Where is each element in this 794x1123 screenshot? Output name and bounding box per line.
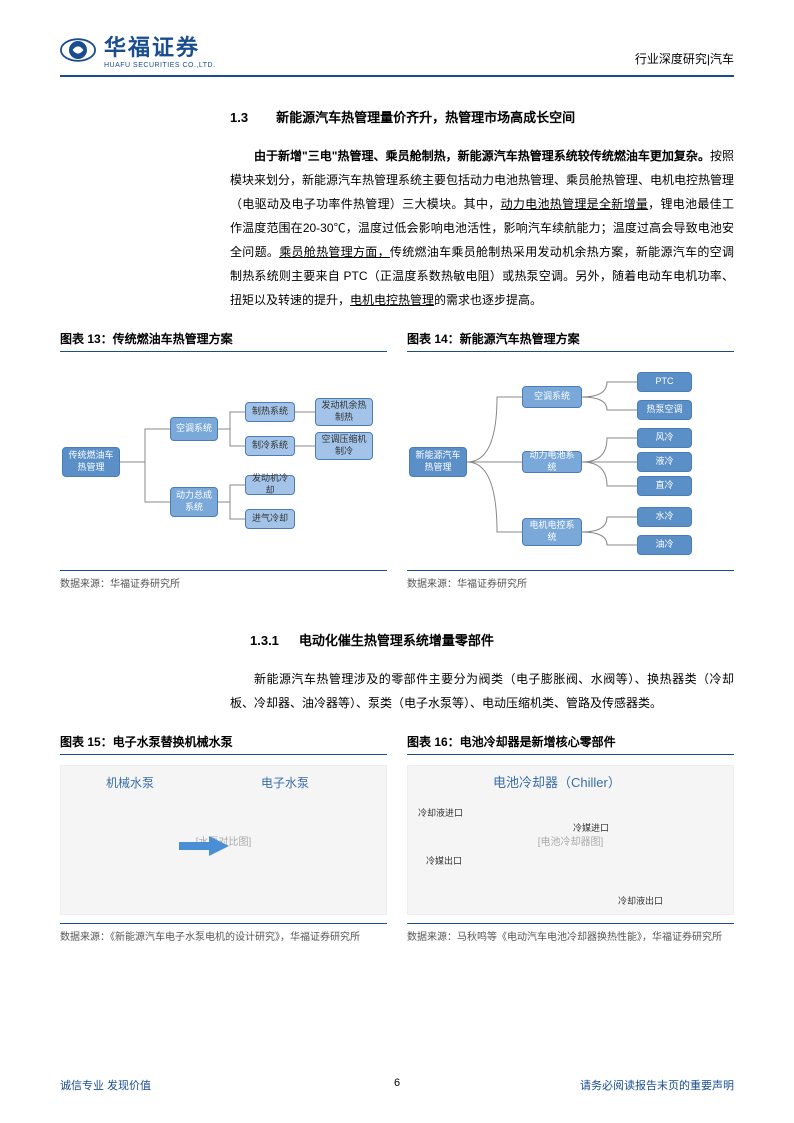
page-header: 华福证券 HUAFU SECURITIES CO.,LTD. 行业深度研究|汽车 bbox=[60, 30, 734, 77]
fig13-l3b: 制冷系统 bbox=[245, 436, 295, 456]
fig13-root: 传统燃油车热管理 bbox=[62, 447, 120, 477]
p1-bold: 由于新增"三电"热管理、乘员舱制热，新能源汽车热管理系统较传统燃油车更加复杂。 bbox=[254, 149, 710, 163]
fig16-image: 电池冷却器（Chiller） 冷却液进口 冷媒进口 冷媒出口 冷却液出口 [电池… bbox=[407, 765, 734, 915]
fig15-image: 机械水泵 电子水泵 [水泵对比图] bbox=[60, 765, 387, 915]
figure-15: 图表 15：电子水泵替换机械水泵 机械水泵 电子水泵 [水泵对比图] 数据来源：… bbox=[60, 733, 387, 943]
fig14-n5: 直冷 bbox=[637, 476, 692, 496]
fig14-n1: PTC bbox=[637, 372, 692, 392]
logo-cn: 华福证券 bbox=[104, 30, 216, 62]
fig13-l3c: 发动机冷却 bbox=[245, 475, 295, 495]
fig15-label-left: 机械水泵 bbox=[106, 774, 154, 791]
header-category: 行业深度研究|汽车 bbox=[635, 50, 734, 69]
fig14-n7: 油冷 bbox=[637, 535, 692, 555]
fig14-l2c: 电机电控系统 bbox=[522, 518, 582, 546]
fig16-lbl1: 冷却液进口 bbox=[418, 806, 463, 819]
logo-en: HUAFU SECURITIES CO.,LTD. bbox=[104, 62, 216, 69]
logo: 华福证券 HUAFU SECURITIES CO.,LTD. bbox=[60, 30, 216, 69]
fig14-title: 图表 14：新能源汽车热管理方案 bbox=[407, 330, 734, 352]
p1-t4: 的需求也逐步提高。 bbox=[434, 293, 542, 307]
paragraph-1: 由于新增"三电"热管理、乘员舱制热，新能源汽车热管理系统较传统燃油车更加复杂。按… bbox=[230, 144, 734, 312]
fig14-n6: 水冷 bbox=[637, 507, 692, 527]
fig13-source: 数据来源：华福证券研究所 bbox=[60, 570, 387, 590]
page-footer: 诚信专业 发现价值 6 请务必阅读报告末页的重要声明 bbox=[60, 1077, 734, 1093]
p1-u2: 乘员舱热管理方面， bbox=[279, 245, 390, 259]
fig14-source: 数据来源：华福证券研究所 bbox=[407, 570, 734, 590]
subsection-title: 1.3.1 电动化催生热管理系统增量零部件 bbox=[250, 630, 734, 649]
footer-left: 诚信专业 发现价值 bbox=[60, 1077, 151, 1093]
fig14-n3: 风冷 bbox=[637, 428, 692, 448]
figure-16: 图表 16：电池冷却器是新增核心零部件 电池冷却器（Chiller） 冷却液进口… bbox=[407, 733, 734, 943]
fig16-title: 图表 16：电池冷却器是新增核心零部件 bbox=[407, 733, 734, 755]
section-title: 1.3 新能源汽车热管理量价齐升，热管理市场高成长空间 bbox=[230, 107, 734, 126]
section-num: 1.3 bbox=[230, 110, 248, 125]
fig16-lbl3: 冷媒出口 bbox=[426, 854, 462, 867]
fig15-source: 数据来源：《新能源汽车电子水泵电机的设计研究》，华福证券研究所 bbox=[60, 923, 387, 943]
footer-right: 请务必阅读报告末页的重要声明 bbox=[580, 1077, 734, 1093]
fig14-diagram: 新能源汽车热管理 空调系统 动力电池系统 电机电控系统 PTC 热泵空调 风冷 … bbox=[407, 362, 734, 562]
figures-row-1: 图表 13：传统燃油车热管理方案 传统燃油车热管理 空调系统 动力总成系统 制热… bbox=[60, 330, 734, 590]
section-title-text: 新能源汽车热管理量价齐升，热管理市场高成长空间 bbox=[276, 110, 575, 125]
fig14-l2a: 空调系统 bbox=[522, 386, 582, 408]
p1-u1: 动力电池热管理是全新增量 bbox=[501, 197, 649, 211]
fig15-title: 图表 15：电子水泵替换机械水泵 bbox=[60, 733, 387, 755]
fig15-label-right: 电子水泵 bbox=[261, 774, 309, 791]
sub-num: 1.3.1 bbox=[250, 633, 279, 648]
fig13-l2a: 空调系统 bbox=[170, 417, 218, 441]
huafu-logo-icon bbox=[60, 32, 96, 68]
fig13-l2b: 动力总成系统 bbox=[170, 487, 218, 517]
fig13-l3a: 制热系统 bbox=[245, 402, 295, 422]
p1-u3: 电机电控热管理 bbox=[350, 293, 434, 307]
fig14-l2b: 动力电池系统 bbox=[522, 451, 582, 473]
fig16-lbl4: 冷却液出口 bbox=[618, 894, 663, 907]
figures-row-2: 图表 15：电子水泵替换机械水泵 机械水泵 电子水泵 [水泵对比图] 数据来源：… bbox=[60, 733, 734, 943]
fig13-diagram: 传统燃油车热管理 空调系统 动力总成系统 制热系统 制冷系统 发动机冷却 进气冷… bbox=[60, 362, 387, 562]
fig16-lbl2: 冷媒进口 bbox=[573, 821, 609, 834]
fig14-n2: 热泵空调 bbox=[637, 400, 692, 420]
fig14-n4: 液冷 bbox=[637, 452, 692, 472]
arrow-right-icon bbox=[179, 836, 229, 856]
fig13-l3d: 进气冷却 bbox=[245, 509, 295, 529]
fig16-header: 电池冷却器（Chiller） bbox=[493, 772, 621, 791]
figure-14: 图表 14：新能源汽车热管理方案 新能源汽车热管理 空调系统 动力电池 bbox=[407, 330, 734, 590]
figure-13: 图表 13：传统燃油车热管理方案 传统燃油车热管理 空调系统 动力总成系统 制热… bbox=[60, 330, 387, 590]
fig13-l4b: 空调压缩机制冷 bbox=[315, 432, 373, 460]
fig13-l4a: 发动机余热制热 bbox=[315, 398, 373, 426]
fig14-root: 新能源汽车热管理 bbox=[409, 447, 467, 477]
page-number: 6 bbox=[394, 1077, 400, 1089]
sub-title-text: 电动化催生热管理系统增量零部件 bbox=[299, 633, 494, 648]
fig16-source: 数据来源：马秋鸣等《电动汽车电池冷却器换热性能》，华福证券研究所 bbox=[407, 923, 734, 943]
paragraph-2: 新能源汽车热管理涉及的零部件主要分为阀类（电子膨胀阀、水阀等）、换热器类（冷却板… bbox=[230, 667, 734, 715]
fig13-title: 图表 13：传统燃油车热管理方案 bbox=[60, 330, 387, 352]
